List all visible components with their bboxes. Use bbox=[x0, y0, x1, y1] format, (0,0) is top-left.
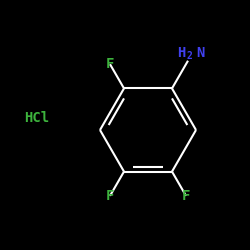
Text: 2: 2 bbox=[186, 51, 192, 61]
Text: HCl: HCl bbox=[24, 111, 50, 125]
Text: N: N bbox=[196, 46, 204, 60]
Text: F: F bbox=[106, 57, 114, 71]
Text: H: H bbox=[178, 46, 186, 60]
Text: F: F bbox=[182, 189, 190, 203]
Text: F: F bbox=[106, 189, 114, 203]
